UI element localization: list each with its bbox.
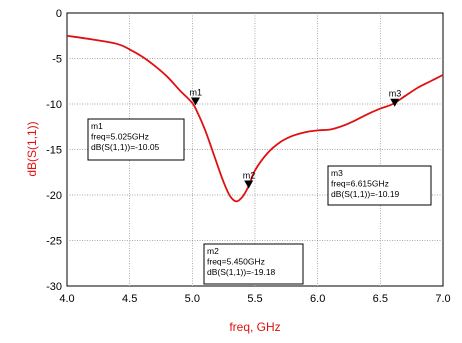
marker-readout-box bbox=[87, 118, 185, 161]
marker-readout-line: m3 bbox=[331, 168, 343, 178]
marker-triangle bbox=[190, 97, 200, 106]
x-tick-label: 4.0 bbox=[59, 293, 74, 305]
marker-readout-line: m1 bbox=[91, 121, 103, 131]
marker-readout-box bbox=[327, 165, 432, 206]
y-axis-title: dB(S(1,1)) bbox=[25, 121, 39, 176]
y-tick-label: -10 bbox=[46, 99, 62, 111]
x-tick-label: 6.0 bbox=[310, 293, 325, 305]
markers-layer: m1m1freq=5.025GHzdB(S(1,1))=-10.05m2m2fr… bbox=[87, 87, 432, 285]
x-tick-label: 4.5 bbox=[122, 293, 137, 305]
y-tick-label: 0 bbox=[56, 8, 62, 20]
x-tick-label: 6.5 bbox=[373, 293, 388, 305]
marker-label: m1 bbox=[189, 87, 202, 97]
marker-readout-line: m2 bbox=[207, 246, 219, 256]
marker-triangle bbox=[390, 98, 400, 107]
y-tick-label: -30 bbox=[46, 281, 62, 293]
s11-line bbox=[66, 34, 444, 203]
marker-readout-line: freq=6.615GHz bbox=[331, 179, 389, 189]
tick-labels: 4.0 4.5 5.0 5.5 6.0 6.5 7.0 0 -5 -10 -15 -20 -25 -30 bbox=[46, 8, 451, 305]
marker-triangle bbox=[244, 180, 254, 189]
y-tick-label: -5 bbox=[52, 54, 62, 66]
marker-readout-box bbox=[203, 243, 304, 285]
marker-readout-line: dB(S(1,1))=-19.18 bbox=[207, 267, 276, 277]
y-tick-label: -15 bbox=[46, 145, 62, 157]
marker-label: m3 bbox=[389, 89, 402, 99]
y-tick-label: -20 bbox=[46, 190, 62, 202]
x-tick-label: 5.5 bbox=[247, 293, 262, 305]
marker-readout-line: dB(S(1,1))=-10.05 bbox=[91, 142, 160, 152]
marker-readout-line: dB(S(1,1))=-10.19 bbox=[331, 189, 400, 199]
x-tick-label: 7.0 bbox=[435, 293, 450, 305]
series-layer bbox=[66, 34, 444, 203]
x-axis-title: freq, GHz bbox=[229, 320, 280, 334]
marker-readout-line: freq=5.450GHz bbox=[207, 257, 265, 267]
marker-label: m2 bbox=[243, 171, 256, 181]
x-tick-label: 5.0 bbox=[185, 293, 200, 305]
marker-readout-line: freq=5.025GHz bbox=[91, 132, 149, 142]
y-tick-label: -25 bbox=[46, 236, 62, 248]
